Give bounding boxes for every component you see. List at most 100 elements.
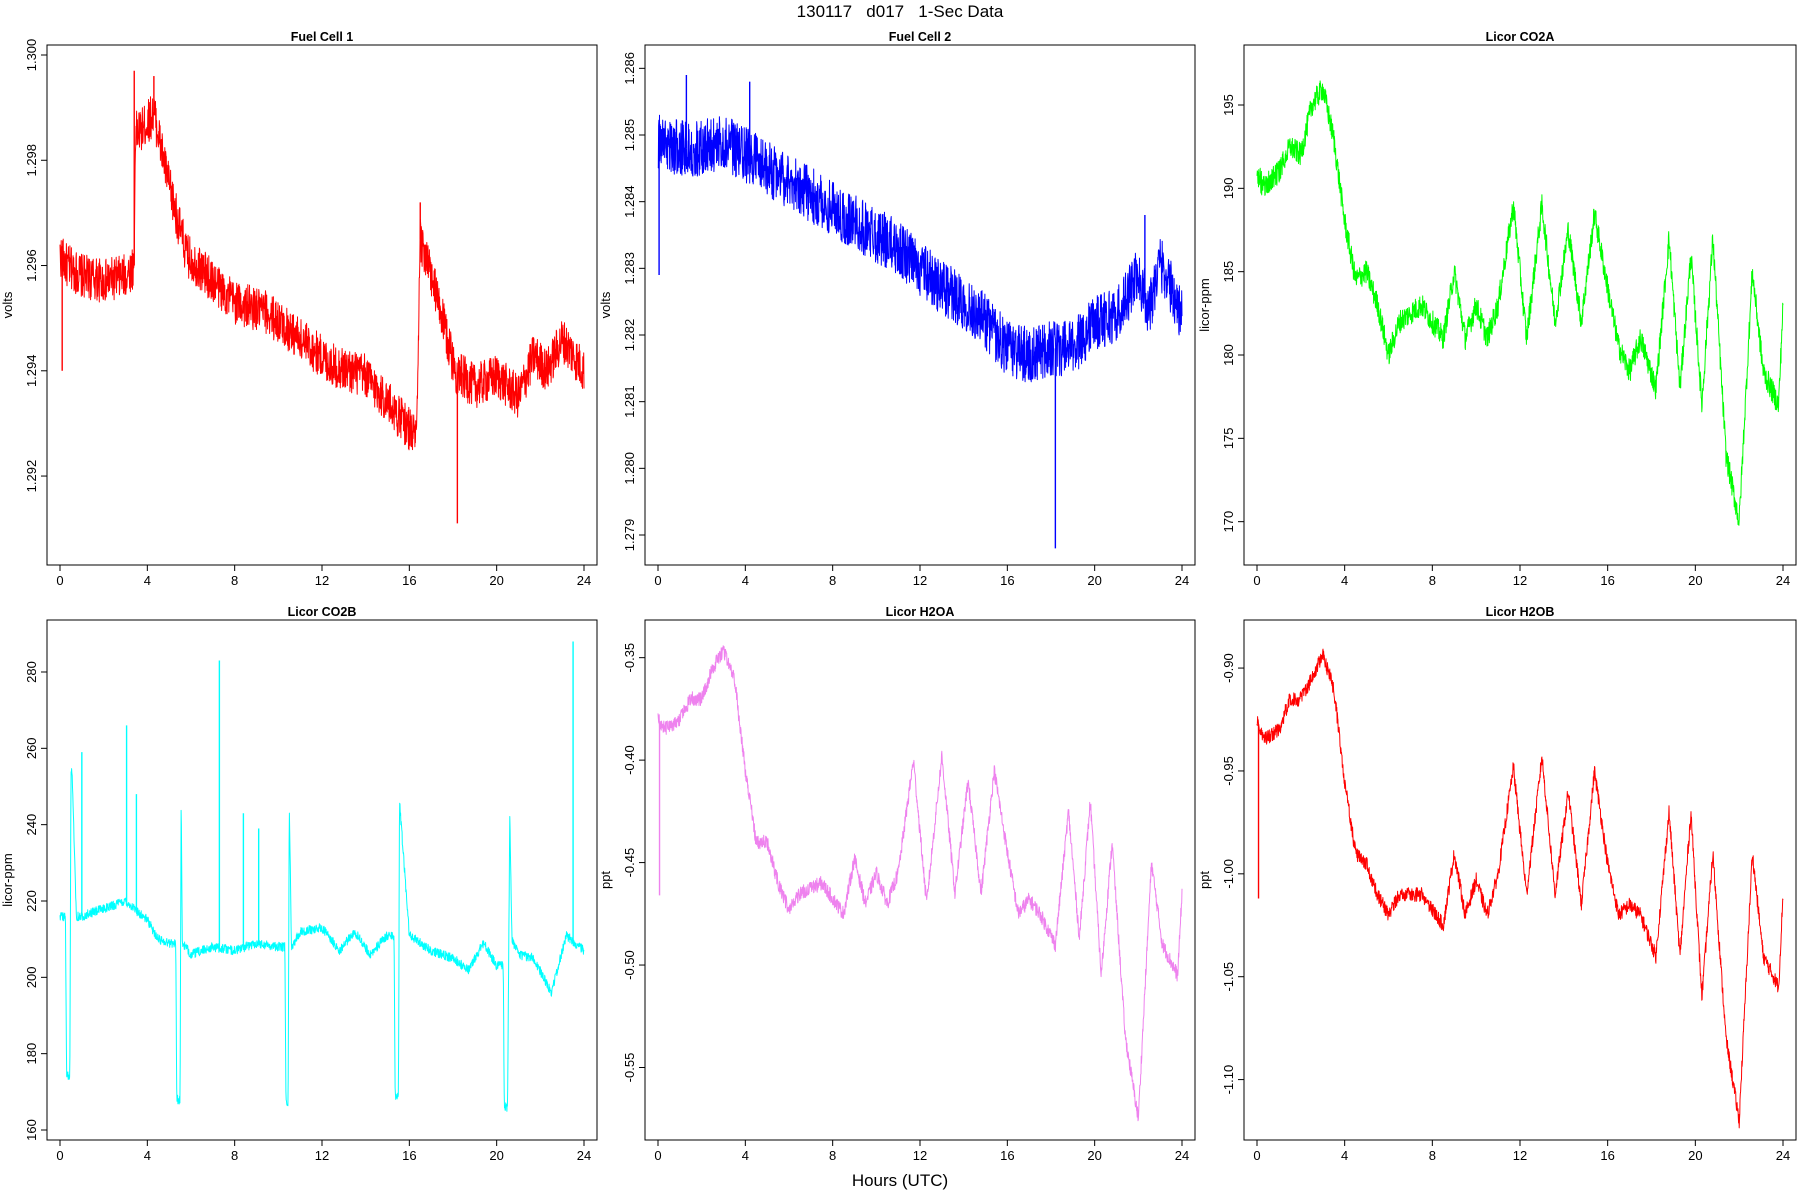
licor-co2a-y-tick-label: 175: [1221, 427, 1236, 449]
licor-h2oa-x-tick-label: 20: [1087, 1148, 1101, 1163]
licor-co2a-x-tick-label: 16: [1600, 573, 1614, 588]
licor-h2oa-plot-frame: [644, 619, 1196, 1141]
fuel-cell-2-y-tick-label: 1.279: [622, 519, 637, 552]
fuel-cell-1-title: Fuel Cell 1: [291, 30, 354, 44]
fuel-cell-2-y-tick-label: 1.282: [622, 319, 637, 352]
licor-h2ob-x-tick-label: 8: [1429, 1148, 1436, 1163]
fuel-cell-2-x-tick-label: 24: [1175, 573, 1189, 588]
fuel-cell-1-x-tick-label: 20: [489, 573, 503, 588]
licor-co2b-y-tick-label: 180: [24, 1043, 39, 1065]
licor-co2b-x-tick-label: 4: [144, 1148, 151, 1163]
licor-h2ob-x-tick-label: 12: [1513, 1148, 1527, 1163]
licor-co2a-plot-frame: [1243, 44, 1797, 566]
chart-panel-fuel-cell-2: Fuel Cell 2 volts 0 4 8 12 16 20 24 1.279 1.280 1.2…: [598, 30, 1196, 588]
licor-h2oa-y-tick-label: -0.55: [622, 1053, 637, 1083]
licor-h2oa-x-tick-label: 12: [913, 1148, 927, 1163]
fuel-cell-2-y-tick-label: 1.285: [622, 119, 637, 152]
licor-h2oa-y-axis-label: ppt: [598, 871, 613, 889]
figure-title: 130117 d017 1-Sec Data: [796, 2, 1004, 21]
licor-h2oa-series-line: [657, 645, 1183, 1122]
licor-co2a-x-tick-label: 20: [1688, 573, 1702, 588]
chart-panel-licor-co2b: Licor CO2B licor-ppm 0 4 8 12 16 20 24 160 180 200 2…: [0, 605, 598, 1163]
licor-co2b-y-tick-label: 260: [24, 737, 39, 759]
licor-co2b-y-tick-label: 200: [24, 966, 39, 988]
licor-h2ob-x-tick-label: 24: [1776, 1148, 1790, 1163]
licor-h2ob-plot-frame: [1243, 619, 1797, 1141]
fuel-cell-2-x-tick-label: 20: [1087, 573, 1101, 588]
licor-co2b-y-tick-label: 240: [24, 814, 39, 836]
licor-co2b-x-tick-label: 12: [315, 1148, 329, 1163]
licor-co2b-x-tick-label: 8: [231, 1148, 238, 1163]
fuel-cell-2-x-tick-label: 4: [742, 573, 749, 588]
licor-co2b-y-tick-label: 160: [24, 1119, 39, 1141]
fuel-cell-1-plot-frame: [46, 44, 598, 566]
licor-h2oa-x-tick-label: 8: [829, 1148, 836, 1163]
licor-h2ob-x-tick-label: 4: [1341, 1148, 1348, 1163]
fuel-cell-1-series-line: [59, 96, 585, 451]
chart-panel-licor-h2oa: Licor H2OA ppt 0 4 8 12 16 20 24 -0.55 -0.50 -0.45 -…: [598, 605, 1196, 1163]
licor-h2oa-y-tick-label: -0.45: [622, 848, 637, 878]
licor-h2ob-y-tick-label: -0.90: [1221, 653, 1236, 683]
licor-h2ob-title: Licor H2OB: [1486, 605, 1555, 619]
licor-co2b-x-tick-label: 0: [56, 1148, 63, 1163]
fuel-cell-1-x-tick-label: 4: [144, 573, 151, 588]
chart-panel-licor-co2a: Licor CO2A licor-ppm 0 4 8 12 16 20 24 170 175 180 1…: [1197, 30, 1797, 588]
chart-panel-fuel-cell-1: Fuel Cell 1 volts 0 4 8 12 16 20 24 1.292 1.294 1.2…: [0, 30, 598, 588]
fuel-cell-2-y-tick-label: 1.284: [622, 185, 637, 218]
licor-h2ob-y-tick-label: -1.10: [1221, 1065, 1236, 1095]
fuel-cell-1-y-tick-label: 1.292: [24, 460, 39, 493]
fuel-cell-1-y-axis-label: volts: [0, 291, 15, 318]
chart-panel-licor-h2ob: Licor H2OB ppt 0 4 8 12 16 20 24 -1.10 -1.05 -1.00 -…: [1197, 605, 1797, 1163]
licor-h2oa-y-tick-label: -0.35: [622, 643, 637, 673]
licor-h2oa-x-tick-label: 16: [1000, 1148, 1014, 1163]
licor-co2b-series-line: [59, 768, 585, 1112]
licor-h2ob-y-tick-label: -1.05: [1221, 962, 1236, 992]
licor-co2a-y-tick-label: 180: [1221, 344, 1236, 366]
licor-h2ob-y-axis-label: ppt: [1197, 871, 1212, 889]
licor-h2oa-y-tick-label: -0.50: [622, 950, 637, 980]
fuel-cell-2-x-tick-label: 12: [913, 573, 927, 588]
fuel-cell-1-x-tick-label: 8: [231, 573, 238, 588]
fuel-cell-2-y-tick-label: 1.286: [622, 52, 637, 85]
fuel-cell-2-y-tick-label: 1.283: [622, 252, 637, 285]
licor-co2b-x-tick-label: 16: [402, 1148, 416, 1163]
fuel-cell-1-x-tick-label: 24: [577, 573, 591, 588]
fuel-cell-2-x-tick-label: 0: [654, 573, 661, 588]
licor-h2ob-x-tick-label: 0: [1253, 1148, 1260, 1163]
licor-co2a-title: Licor CO2A: [1486, 30, 1555, 44]
licor-co2b-y-axis-label: licor-ppm: [0, 853, 15, 906]
fuel-cell-1-y-tick-label: 1.298: [24, 144, 39, 177]
licor-co2a-x-tick-label: 8: [1429, 573, 1436, 588]
fuel-cell-1-y-tick-label: 1.300: [24, 39, 39, 72]
licor-h2oa-x-tick-label: 4: [742, 1148, 749, 1163]
fuel-cell-1-y-tick-label: 1.296: [24, 249, 39, 282]
fuel-cell-2-y-tick-label: 1.280: [622, 452, 637, 485]
licor-h2ob-y-tick-label: -1.00: [1221, 859, 1236, 889]
licor-co2a-y-tick-label: 195: [1221, 94, 1236, 116]
licor-co2a-series-line: [1256, 80, 1784, 526]
licor-co2a-y-tick-label: 190: [1221, 177, 1236, 199]
fuel-cell-2-series-line: [657, 114, 1183, 383]
licor-co2a-x-tick-label: 4: [1341, 573, 1348, 588]
licor-h2ob-x-tick-label: 20: [1688, 1148, 1702, 1163]
licor-co2b-x-tick-label: 24: [577, 1148, 591, 1163]
licor-h2ob-x-tick-label: 16: [1600, 1148, 1614, 1163]
licor-co2b-plot-frame: [46, 619, 598, 1141]
licor-h2oa-x-tick-label: 24: [1175, 1148, 1189, 1163]
fuel-cell-1-x-tick-label: 0: [56, 573, 63, 588]
licor-h2oa-x-tick-label: 0: [654, 1148, 661, 1163]
fuel-cell-2-x-tick-label: 8: [829, 573, 836, 588]
licor-h2ob-series-line: [1256, 648, 1784, 1129]
fuel-cell-2-title: Fuel Cell 2: [889, 30, 952, 44]
licor-co2b-title: Licor CO2B: [288, 605, 357, 619]
licor-co2a-x-tick-label: 12: [1513, 573, 1527, 588]
licor-co2a-x-tick-label: 24: [1776, 573, 1790, 588]
fuel-cell-1-x-tick-label: 12: [315, 573, 329, 588]
licor-h2oa-y-tick-label: -0.40: [622, 745, 637, 775]
licor-co2b-x-tick-label: 20: [489, 1148, 503, 1163]
licor-co2a-x-tick-label: 0: [1253, 573, 1260, 588]
licor-co2a-y-tick-label: 185: [1221, 261, 1236, 283]
fuel-cell-2-x-tick-label: 16: [1000, 573, 1014, 588]
fuel-cell-1-x-tick-label: 16: [402, 573, 416, 588]
licor-co2a-y-axis-label: licor-ppm: [1197, 278, 1212, 331]
